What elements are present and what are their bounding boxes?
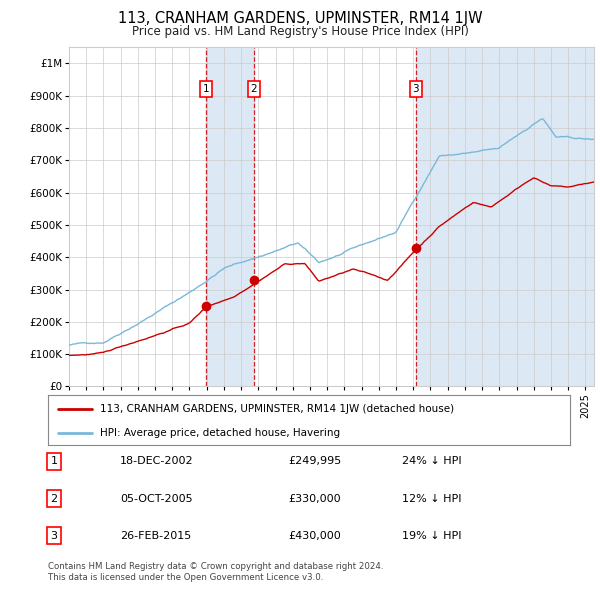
- Bar: [416, 47, 594, 386]
- Text: HPI: Average price, detached house, Havering: HPI: Average price, detached house, Have…: [100, 428, 340, 438]
- Bar: [206, 47, 254, 386]
- Text: £430,000: £430,000: [288, 531, 341, 540]
- Text: 1: 1: [50, 457, 58, 466]
- Text: 1: 1: [203, 84, 209, 94]
- Text: 113, CRANHAM GARDENS, UPMINSTER, RM14 1JW (detached house): 113, CRANHAM GARDENS, UPMINSTER, RM14 1J…: [100, 404, 454, 414]
- Text: £330,000: £330,000: [288, 494, 341, 503]
- Text: 24% ↓ HPI: 24% ↓ HPI: [402, 457, 461, 466]
- Text: Price paid vs. HM Land Registry's House Price Index (HPI): Price paid vs. HM Land Registry's House …: [131, 25, 469, 38]
- Text: 2: 2: [251, 84, 257, 94]
- Text: 113, CRANHAM GARDENS, UPMINSTER, RM14 1JW: 113, CRANHAM GARDENS, UPMINSTER, RM14 1J…: [118, 11, 482, 25]
- Text: 26-FEB-2015: 26-FEB-2015: [120, 531, 191, 540]
- Text: 18-DEC-2002: 18-DEC-2002: [120, 457, 194, 466]
- Text: 05-OCT-2005: 05-OCT-2005: [120, 494, 193, 503]
- Text: £249,995: £249,995: [288, 457, 341, 466]
- Text: 3: 3: [413, 84, 419, 94]
- Text: This data is licensed under the Open Government Licence v3.0.: This data is licensed under the Open Gov…: [48, 573, 323, 582]
- Text: 2: 2: [50, 494, 58, 503]
- Text: Contains HM Land Registry data © Crown copyright and database right 2024.: Contains HM Land Registry data © Crown c…: [48, 562, 383, 571]
- Text: 3: 3: [50, 531, 58, 540]
- Text: 12% ↓ HPI: 12% ↓ HPI: [402, 494, 461, 503]
- Text: 19% ↓ HPI: 19% ↓ HPI: [402, 531, 461, 540]
